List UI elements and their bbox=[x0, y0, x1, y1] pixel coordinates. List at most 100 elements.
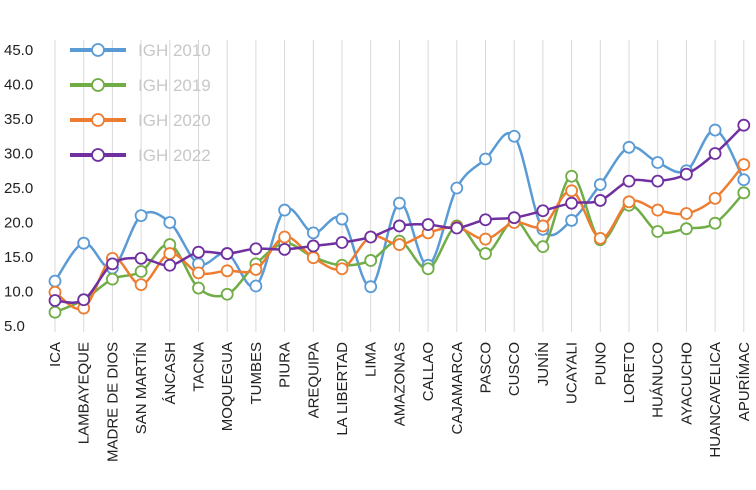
point bbox=[737, 158, 751, 171]
y-tick-label: 30.0 bbox=[4, 146, 33, 163]
point bbox=[593, 178, 607, 191]
point bbox=[565, 196, 578, 210]
point bbox=[565, 214, 578, 227]
point bbox=[192, 266, 205, 280]
point bbox=[651, 203, 665, 217]
point bbox=[335, 212, 349, 226]
point bbox=[134, 209, 148, 223]
legend-marker bbox=[91, 148, 105, 162]
x-tick-label: AYACUCHO bbox=[678, 342, 695, 425]
point bbox=[708, 123, 722, 137]
point bbox=[421, 262, 435, 276]
point bbox=[708, 191, 722, 205]
x-tick-label: MADRE DE DIOS bbox=[104, 342, 121, 462]
point bbox=[622, 140, 636, 154]
legend-marker bbox=[91, 43, 105, 57]
point bbox=[479, 152, 492, 166]
point bbox=[220, 264, 234, 278]
point bbox=[163, 247, 177, 260]
point bbox=[651, 225, 665, 238]
point bbox=[306, 226, 320, 240]
y-tick-label: 5.0 bbox=[4, 318, 25, 335]
point bbox=[651, 156, 665, 169]
x-tick-label: PIURA bbox=[277, 342, 294, 388]
point bbox=[278, 203, 292, 217]
point bbox=[335, 262, 349, 276]
point bbox=[48, 274, 62, 288]
point bbox=[737, 186, 751, 200]
point bbox=[77, 236, 91, 250]
point bbox=[249, 279, 263, 293]
point bbox=[249, 242, 263, 256]
point bbox=[364, 230, 378, 244]
x-tick-label: ÁNCASH bbox=[162, 342, 179, 405]
legend-marker bbox=[91, 78, 105, 92]
point bbox=[593, 194, 607, 207]
point bbox=[507, 129, 521, 143]
x-tick-label: TACNA bbox=[191, 342, 208, 392]
point bbox=[450, 181, 464, 195]
point bbox=[622, 195, 636, 209]
point bbox=[565, 184, 578, 198]
y-tick-label: 10.0 bbox=[4, 284, 33, 301]
y-tick-label: 15.0 bbox=[4, 249, 33, 266]
y-tick-label: 35.0 bbox=[4, 111, 33, 128]
legend-marker bbox=[91, 113, 105, 127]
point bbox=[220, 287, 234, 301]
point bbox=[278, 230, 292, 244]
legend-label: IGH 2010 bbox=[138, 41, 211, 60]
x-tick-label: AMAZONAS bbox=[391, 342, 408, 426]
point bbox=[134, 278, 148, 292]
point bbox=[450, 221, 464, 235]
point bbox=[392, 238, 406, 251]
point bbox=[134, 251, 148, 265]
point bbox=[479, 213, 492, 227]
point bbox=[163, 216, 177, 229]
point bbox=[364, 254, 378, 267]
point bbox=[48, 305, 62, 319]
point bbox=[364, 280, 378, 294]
point bbox=[278, 243, 292, 256]
point bbox=[479, 232, 492, 246]
point bbox=[421, 218, 435, 231]
x-tick-label: AREQUIPA bbox=[305, 342, 322, 418]
x-tick-label: UCAYALI bbox=[564, 342, 581, 404]
point bbox=[392, 196, 406, 210]
y-tick-label: 40.0 bbox=[4, 77, 33, 94]
point bbox=[220, 247, 234, 260]
point bbox=[565, 169, 578, 183]
point bbox=[708, 216, 722, 230]
x-tick-label: TUMBES bbox=[248, 342, 265, 405]
point bbox=[737, 173, 751, 187]
x-tick-label: ICA bbox=[47, 342, 64, 367]
x-tick-label: PASCO bbox=[478, 342, 495, 393]
point bbox=[106, 272, 119, 286]
x-tick-label: LIMA bbox=[363, 342, 380, 377]
legend: IGH 2010 IGH 2019 IGH 2020 IGH 2022 bbox=[70, 41, 211, 165]
x-tick-label: CALLAO bbox=[420, 342, 437, 401]
point bbox=[192, 281, 205, 295]
point bbox=[192, 245, 205, 259]
point bbox=[306, 239, 320, 253]
point bbox=[306, 251, 320, 265]
point bbox=[163, 258, 177, 272]
point bbox=[680, 167, 693, 181]
point bbox=[536, 219, 550, 233]
point bbox=[392, 219, 406, 233]
x-tick-label: HUANCAVELICA bbox=[707, 342, 724, 458]
point bbox=[479, 247, 492, 260]
point bbox=[249, 263, 263, 276]
point bbox=[536, 204, 550, 218]
x-tick-label: JUNÍN bbox=[535, 342, 552, 386]
x-tick-label: CUSCO bbox=[506, 342, 523, 396]
point bbox=[680, 222, 693, 236]
y-tick-label: 25.0 bbox=[4, 180, 33, 197]
x-tick-label: LORETO bbox=[621, 342, 638, 403]
point bbox=[77, 293, 91, 307]
x-tick-label: LAMBAYEQUE bbox=[76, 342, 93, 444]
point bbox=[593, 231, 607, 245]
point bbox=[651, 174, 665, 188]
point bbox=[48, 294, 62, 307]
point bbox=[134, 265, 148, 278]
